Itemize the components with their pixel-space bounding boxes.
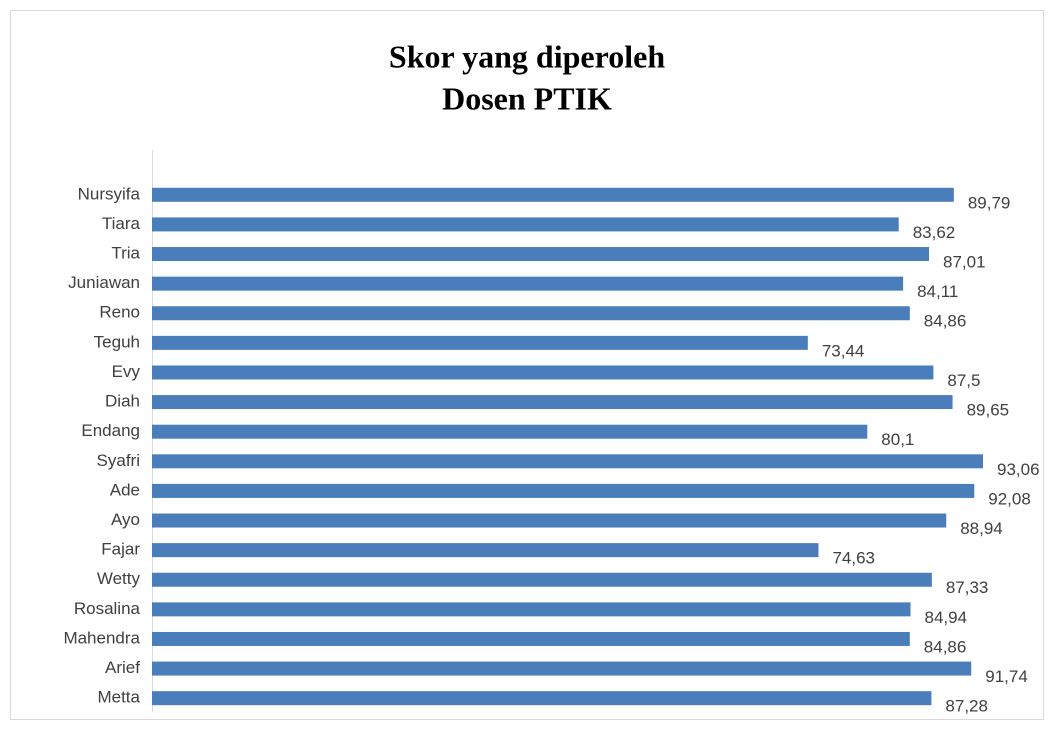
value-label: 74,63	[832, 549, 875, 568]
bar	[152, 691, 932, 706]
y-tick-label: Mahendra	[63, 628, 140, 647]
bar	[152, 306, 910, 321]
bar	[152, 602, 911, 617]
bar	[152, 631, 910, 646]
bar	[152, 276, 904, 291]
y-tick-label: Endang	[81, 421, 140, 440]
value-label: 91,74	[985, 667, 1028, 686]
value-label: 87,33	[946, 578, 989, 597]
bar	[152, 217, 899, 232]
value-label: 92,08	[988, 489, 1031, 508]
bar	[152, 483, 975, 498]
y-tick-label: Metta	[97, 688, 140, 707]
y-tick-label: Rosalina	[74, 599, 141, 618]
bar	[152, 572, 932, 587]
chart-title: Skor yang diperoleh	[389, 38, 665, 74]
bar	[152, 513, 947, 528]
chart-title: Dosen PTIK	[442, 80, 612, 116]
y-tick-label: Tiara	[102, 214, 141, 233]
y-tick-label: Ayo	[111, 510, 140, 529]
value-label: 89,65	[967, 401, 1010, 420]
bar	[152, 395, 953, 410]
value-label: 84,11	[917, 282, 958, 301]
y-tick-label: Nursyifa	[78, 184, 141, 203]
bar	[152, 424, 868, 439]
y-tick-label: Syafri	[97, 451, 140, 470]
y-tick-label: Wetty	[97, 569, 141, 588]
bar	[152, 335, 808, 350]
bar	[152, 187, 954, 202]
y-tick-label: Evy	[112, 362, 141, 381]
y-tick-label: Ade	[110, 480, 140, 499]
value-label: 80,1	[881, 430, 914, 449]
value-label: 84,94	[925, 608, 968, 627]
bar	[152, 454, 984, 469]
value-label: 93,06	[997, 460, 1040, 479]
y-tick-label: Fajar	[101, 540, 140, 559]
value-label: 89,79	[968, 193, 1011, 212]
bar	[152, 661, 972, 676]
value-label: 84,86	[924, 312, 967, 331]
bar	[152, 247, 929, 262]
y-tick-label: Arief	[105, 658, 140, 677]
bar	[152, 543, 819, 558]
chart-frame	[10, 10, 1044, 720]
value-label: 87,5	[947, 371, 980, 390]
bar	[152, 365, 934, 380]
y-tick-label: Diah	[105, 392, 140, 411]
value-label: 88,94	[960, 519, 1003, 538]
y-tick-label: Reno	[99, 303, 140, 322]
value-label: 87,01	[943, 253, 986, 272]
y-tick-label: Juniawan	[68, 273, 140, 292]
y-tick-label: Teguh	[94, 332, 140, 351]
value-label: 84,86	[924, 637, 967, 656]
value-label: 83,62	[913, 223, 956, 242]
value-label: 87,28	[945, 697, 988, 716]
y-tick-label: Tria	[111, 244, 140, 263]
value-label: 73,44	[822, 341, 865, 360]
